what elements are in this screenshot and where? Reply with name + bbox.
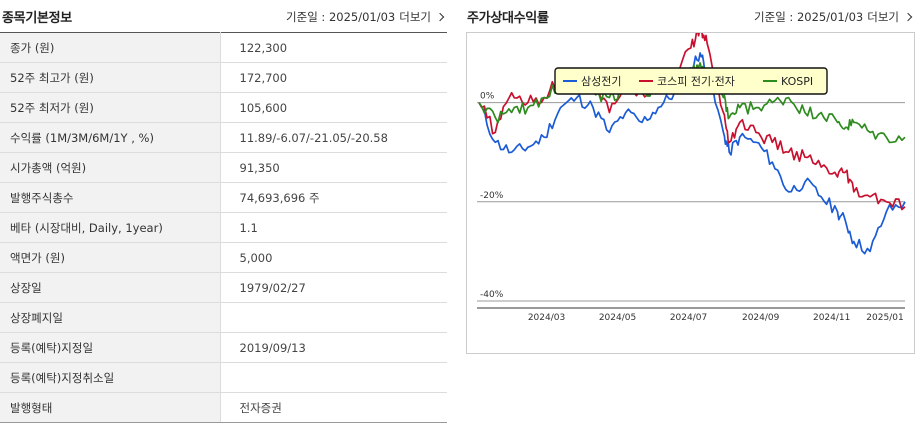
table-row: 발행형태 전자증권 [0, 392, 447, 423]
row-label: 상장폐지일 [0, 302, 221, 333]
row-value: 74,693,696 주 [220, 182, 447, 213]
chevron-right-icon[interactable] [435, 12, 445, 22]
table-row: 시가총액 (억원) 91,350 [0, 152, 447, 183]
row-label: 발행주식총수 [0, 182, 221, 213]
relative-return-meta: 기준일 : 2025/01/03 더보기 [754, 9, 913, 25]
relative-return-panel: 주가상대수익률 기준일 : 2025/01/03 더보기 0% -20% -40% 2… [466, 0, 915, 429]
legend-label: 코스피 전기·전자 [657, 75, 735, 88]
x-tick-label: 2024/05 [599, 313, 636, 323]
chevron-right-icon[interactable] [903, 12, 913, 22]
y-tick-label: -40% [480, 290, 504, 300]
more-link[interactable]: 더보기 [399, 10, 431, 24]
relative-return-chart: 0% -20% -40% 2024/03 2024/05 2024/07 2024/09 20… [466, 32, 915, 354]
table-row: 52주 최고가 (원) 172,700 [0, 62, 447, 93]
stock-info-table: 종가 (원) 122,300 52주 최고가 (원) 172,700 52주 최저가 (… [0, 32, 447, 423]
table-row: 액면가 (원) 5,000 [0, 242, 447, 273]
x-tick-label: 2024/09 [742, 313, 780, 323]
row-label: 52주 최고가 (원) [0, 62, 221, 93]
row-value: 172,700 [220, 62, 447, 93]
row-value [220, 362, 447, 393]
row-value: 5,000 [220, 242, 447, 273]
row-value: 2019/09/13 [220, 332, 447, 363]
y-tick-label: -20% [480, 191, 504, 201]
row-value: 91,350 [220, 152, 447, 183]
row-value: 122,300 [220, 32, 447, 63]
row-value: 1.1 [220, 212, 447, 243]
table-row: 발행주식총수 74,693,696 주 [0, 182, 447, 213]
x-tick-label: 2025/01 [866, 313, 903, 323]
row-value: 전자증권 [220, 392, 447, 423]
table-row: 상장일 1979/02/27 [0, 272, 447, 303]
series-line [478, 52, 906, 255]
row-label: 상장일 [0, 272, 221, 303]
stock-info-panel: 종목기본정보 기준일 : 2025/01/03 더보기 종가 (원) 122,30… [0, 0, 447, 429]
relative-return-header: 주가상대수익률 기준일 : 2025/01/03 더보기 [466, 0, 915, 32]
row-label: 발행형태 [0, 392, 221, 423]
row-value [220, 302, 447, 333]
row-value: 105,600 [220, 92, 447, 123]
reference-date: 기준일 : 2025/01/03 [286, 10, 396, 24]
chart-legend: 삼성전기 코스피 전기·전자 KOSPI [554, 67, 828, 95]
row-label: 수익률 (1M/3M/6M/1Y , %) [0, 122, 221, 153]
row-label: 베타 (시장대비, Daily, 1year) [0, 212, 221, 243]
relative-return-title: 주가상대수익률 [467, 11, 549, 26]
row-label: 종가 (원) [0, 32, 221, 63]
legend-label: KOSPI [781, 75, 813, 88]
table-row: 상장폐지일 [0, 302, 447, 333]
legend-label: 삼성전기 [581, 75, 621, 88]
x-tick-label: 2024/07 [670, 313, 707, 323]
row-label: 시가총액 (억원) [0, 152, 221, 183]
stock-info-meta: 기준일 : 2025/01/03 더보기 [286, 9, 445, 25]
row-label: 52주 최저가 (원) [0, 92, 221, 123]
series-line [478, 33, 906, 211]
table-row: 등록(예탁)지정취소일 [0, 362, 447, 393]
y-tick-label: 0% [480, 92, 495, 102]
line-chart: 0% -20% -40% 2024/03 2024/05 2024/07 2024/09 20… [477, 33, 906, 323]
table-row: 등록(예탁)지정일 2019/09/13 [0, 332, 447, 363]
x-tick-label: 2024/11 [813, 313, 850, 323]
reference-date: 기준일 : 2025/01/03 [754, 10, 864, 24]
table-row: 종가 (원) 122,300 [0, 32, 447, 63]
row-value: 11.89/-6.07/-21.05/-20.58 [220, 122, 447, 153]
row-label: 등록(예탁)지정일 [0, 332, 221, 363]
x-tick-label: 2024/03 [528, 313, 565, 323]
stock-info-title: 종목기본정보 [2, 11, 72, 26]
table-row: 52주 최저가 (원) 105,600 [0, 92, 447, 123]
table-row: 베타 (시장대비, Daily, 1year) 1.1 [0, 212, 447, 243]
table-row: 수익률 (1M/3M/6M/1Y , %) 11.89/-6.07/-21.05/… [0, 122, 447, 153]
stock-info-header: 종목기본정보 기준일 : 2025/01/03 더보기 [0, 0, 447, 32]
more-link[interactable]: 더보기 [867, 10, 899, 24]
row-label: 액면가 (원) [0, 242, 221, 273]
row-label: 등록(예탁)지정취소일 [0, 362, 221, 393]
row-value: 1979/02/27 [220, 272, 447, 303]
